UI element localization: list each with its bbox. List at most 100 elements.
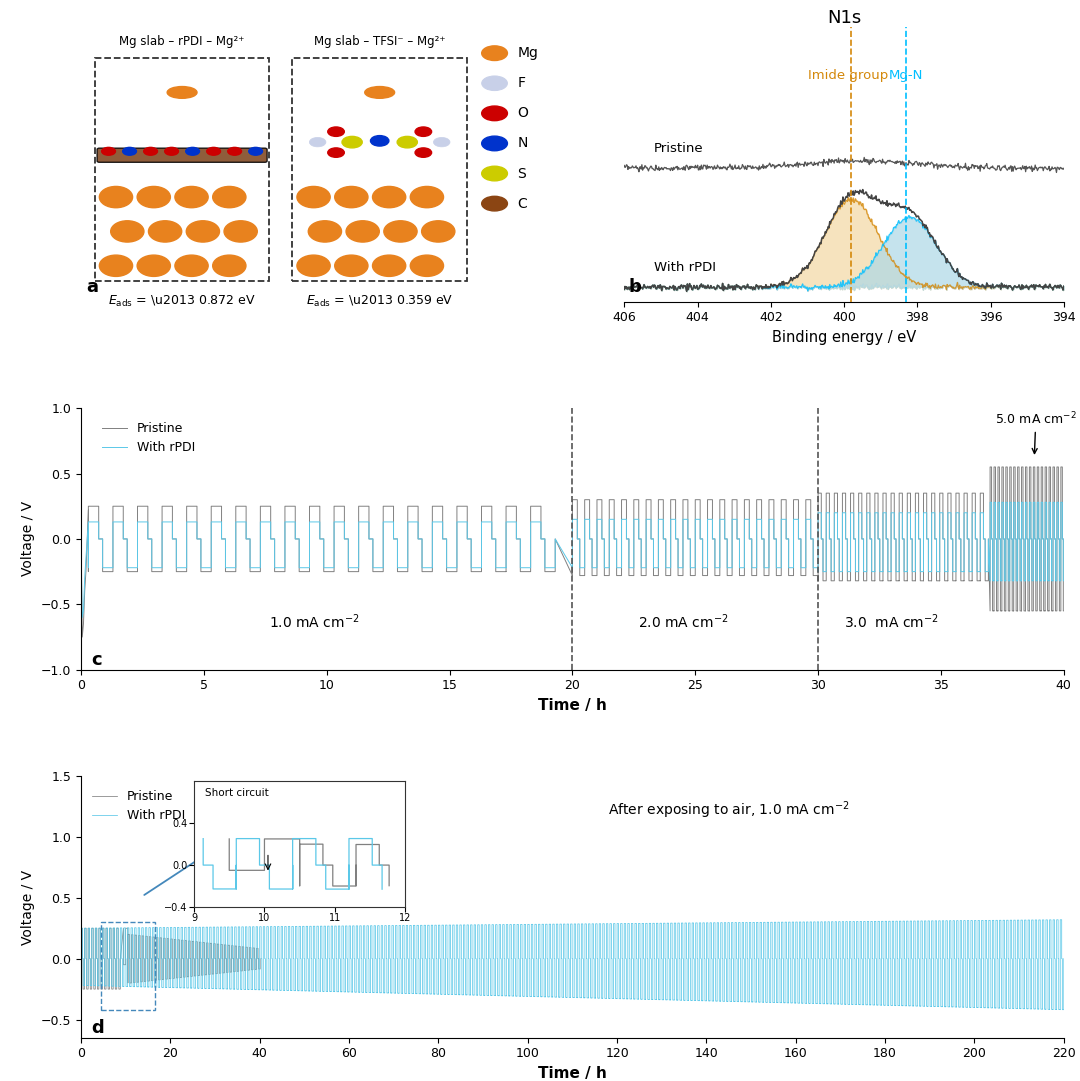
Ellipse shape xyxy=(175,186,208,208)
Text: S: S xyxy=(517,166,526,181)
Pristine xyxy=(213,952,226,965)
Circle shape xyxy=(397,136,417,148)
Pristine xyxy=(338,499,351,512)
Pristine xyxy=(76,630,89,643)
Text: Mg slab – TFSI⁻ – Mg²⁺: Mg slab – TFSI⁻ – Mg²⁺ xyxy=(314,35,445,48)
With rPDI xyxy=(984,574,997,587)
Ellipse shape xyxy=(335,186,368,208)
Ellipse shape xyxy=(373,186,406,208)
With rPDI xyxy=(767,952,780,965)
Text: Mg-N: Mg-N xyxy=(889,69,923,82)
Ellipse shape xyxy=(373,255,406,277)
Pristine xyxy=(227,952,240,965)
Bar xyxy=(102,922,154,1010)
X-axis label: Time / h: Time / h xyxy=(538,1066,607,1081)
Circle shape xyxy=(164,147,178,156)
Pristine xyxy=(254,952,267,965)
Ellipse shape xyxy=(346,221,379,242)
Ellipse shape xyxy=(421,221,455,242)
Text: a: a xyxy=(86,278,98,296)
Circle shape xyxy=(327,148,345,158)
Text: With rPDI: With rPDI xyxy=(653,261,716,273)
Pristine xyxy=(233,952,246,965)
Ellipse shape xyxy=(99,255,133,277)
Pristine xyxy=(75,922,87,935)
Text: O: O xyxy=(517,106,528,120)
Circle shape xyxy=(144,147,158,156)
Text: F: F xyxy=(517,77,526,91)
Text: Mg slab – rPDI – Mg²⁺: Mg slab – rPDI – Mg²⁺ xyxy=(120,35,245,48)
Ellipse shape xyxy=(297,186,330,208)
Pristine xyxy=(1058,533,1071,546)
Ellipse shape xyxy=(383,221,417,242)
Pristine xyxy=(984,604,997,617)
Pristine xyxy=(984,461,997,473)
Text: b: b xyxy=(629,278,642,296)
Ellipse shape xyxy=(213,186,246,208)
Pristine xyxy=(475,565,488,578)
Circle shape xyxy=(482,45,508,61)
With rPDI xyxy=(1054,913,1067,926)
Ellipse shape xyxy=(175,255,208,277)
Ellipse shape xyxy=(410,255,444,277)
Ellipse shape xyxy=(110,221,144,242)
With rPDI xyxy=(1056,952,1069,965)
Ellipse shape xyxy=(335,255,368,277)
Circle shape xyxy=(342,136,362,148)
Circle shape xyxy=(123,147,136,156)
Circle shape xyxy=(228,147,242,156)
Circle shape xyxy=(482,76,508,91)
Y-axis label: Voltage / V: Voltage / V xyxy=(22,502,36,576)
Circle shape xyxy=(206,147,220,156)
Circle shape xyxy=(433,137,450,147)
Pristine xyxy=(205,952,218,965)
Pristine xyxy=(861,533,874,546)
With rPDI xyxy=(984,496,997,509)
With rPDI xyxy=(1054,1003,1067,1016)
FancyBboxPatch shape xyxy=(97,148,267,162)
Ellipse shape xyxy=(137,255,171,277)
Text: $E_{\rm ads}$ = \u2013 0.872 eV: $E_{\rm ads}$ = \u2013 0.872 eV xyxy=(108,294,256,309)
With rPDI xyxy=(885,506,897,519)
Line: Pristine: Pristine xyxy=(81,467,1065,637)
Circle shape xyxy=(248,147,262,156)
With rPDI xyxy=(993,1002,1005,1015)
With rPDI xyxy=(693,512,706,525)
Circle shape xyxy=(370,135,389,146)
Circle shape xyxy=(482,166,508,181)
Circle shape xyxy=(186,147,200,156)
X-axis label: Time / h: Time / h xyxy=(538,698,607,713)
Ellipse shape xyxy=(167,86,197,98)
Ellipse shape xyxy=(99,186,133,208)
Pristine xyxy=(75,533,87,546)
Ellipse shape xyxy=(308,221,341,242)
Ellipse shape xyxy=(410,186,444,208)
Text: 3.0  mA cm$^{-2}$: 3.0 mA cm$^{-2}$ xyxy=(845,612,940,631)
Ellipse shape xyxy=(213,255,246,277)
With rPDI xyxy=(1057,952,1070,965)
Circle shape xyxy=(482,197,508,211)
X-axis label: Binding energy / eV: Binding energy / eV xyxy=(772,330,916,345)
Circle shape xyxy=(327,126,345,136)
Pristine xyxy=(693,493,706,506)
Text: Mg: Mg xyxy=(517,46,539,61)
With rPDI xyxy=(301,985,314,998)
With rPDI xyxy=(945,1000,958,1013)
Ellipse shape xyxy=(365,86,394,98)
Ellipse shape xyxy=(224,221,257,242)
Text: $E_{\rm ads}$ = \u2013 0.359 eV: $E_{\rm ads}$ = \u2013 0.359 eV xyxy=(306,294,454,309)
Pristine xyxy=(175,934,188,947)
Ellipse shape xyxy=(148,221,181,242)
Line: With rPDI: With rPDI xyxy=(81,920,1064,1010)
Text: 5.0 mA cm$^{-2}$: 5.0 mA cm$^{-2}$ xyxy=(995,410,1077,454)
Legend: Pristine, With rPDI: Pristine, With rPDI xyxy=(97,417,200,459)
Text: d: d xyxy=(91,1018,104,1037)
Circle shape xyxy=(415,126,432,136)
Text: Imide group: Imide group xyxy=(808,69,888,82)
Text: 1.0 mA cm$^{-2}$: 1.0 mA cm$^{-2}$ xyxy=(269,612,360,631)
With rPDI xyxy=(861,533,874,546)
Text: N: N xyxy=(517,136,528,150)
Text: Pristine: Pristine xyxy=(653,142,703,155)
Circle shape xyxy=(102,147,116,156)
With rPDI xyxy=(75,979,87,992)
